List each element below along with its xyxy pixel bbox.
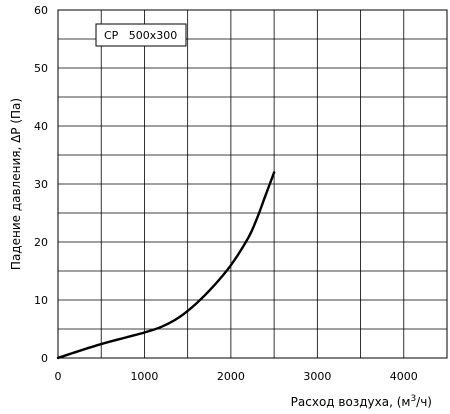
y-axis-label: Падение давления, ΔP (Па) [9,98,23,270]
grid [57,9,448,359]
x-tick-label: 2000 [217,370,245,383]
x-tick-labels: 0 1000 2000 3000 4000 [55,370,418,383]
x-axis-label-main: Расход воздуха, (м [291,395,411,409]
x-axis-label-sup: 3 [410,394,416,404]
plot-frame [57,9,448,359]
y-tick-label: 50 [34,62,48,75]
legend: CP 500x300 [95,23,187,47]
legend-box [95,23,187,47]
x-axis-label-tail: /ч) [416,395,432,409]
x-tick-label: 1000 [130,370,158,383]
x-tick-label: 0 [55,370,62,383]
y-tick-label: 60 [34,4,48,17]
legend-label: CP 500x300 [104,29,177,42]
y-tick-labels: 0 10 20 30 40 50 60 [34,4,48,365]
y-tick-label: 20 [34,236,48,249]
y-tick-label: 10 [34,294,48,307]
x-tick-label: 3000 [303,370,331,383]
series-line [56,171,276,360]
x-axis-label: Расход воздуха, (м3/ч) [291,394,432,409]
y-tick-label: 0 [41,352,48,365]
x-tick-label: 4000 [390,370,418,383]
y-tick-label: 30 [34,178,48,191]
y-tick-label: 40 [34,120,48,133]
